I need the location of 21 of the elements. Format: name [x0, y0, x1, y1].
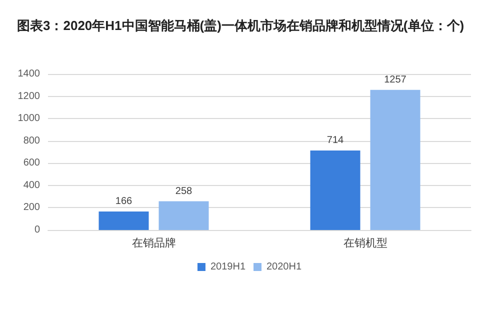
data-label: 166	[115, 196, 133, 208]
data-label: 1257	[384, 74, 407, 86]
legend-label: 2019H1	[210, 262, 246, 272]
legend-label: 2020H1	[266, 262, 302, 272]
bar	[98, 212, 149, 230]
data-label: 258	[175, 186, 193, 197]
data-label: 714	[326, 134, 344, 146]
y-tick-label: 400	[23, 180, 40, 191]
bar	[310, 150, 360, 230]
y-tick-label: 1000	[18, 113, 40, 124]
y-tick-label: 1200	[18, 90, 40, 102]
chart-title: 图表3：2020年H1中国智能马桶(盖)一体机市场在销品牌和机型情况(单位：个)	[17, 18, 464, 33]
x-tick-label: 在销品牌	[132, 238, 176, 250]
bar	[158, 201, 209, 230]
y-tick-label: 800	[23, 135, 40, 146]
y-tick-label: 600	[23, 158, 40, 169]
y-tick-label: 0	[34, 224, 40, 236]
bar	[370, 90, 420, 230]
y-tick-label: 200	[23, 202, 40, 214]
y-tick-label: 1400	[18, 68, 40, 80]
x-tick-label: 在销机型	[343, 238, 388, 250]
